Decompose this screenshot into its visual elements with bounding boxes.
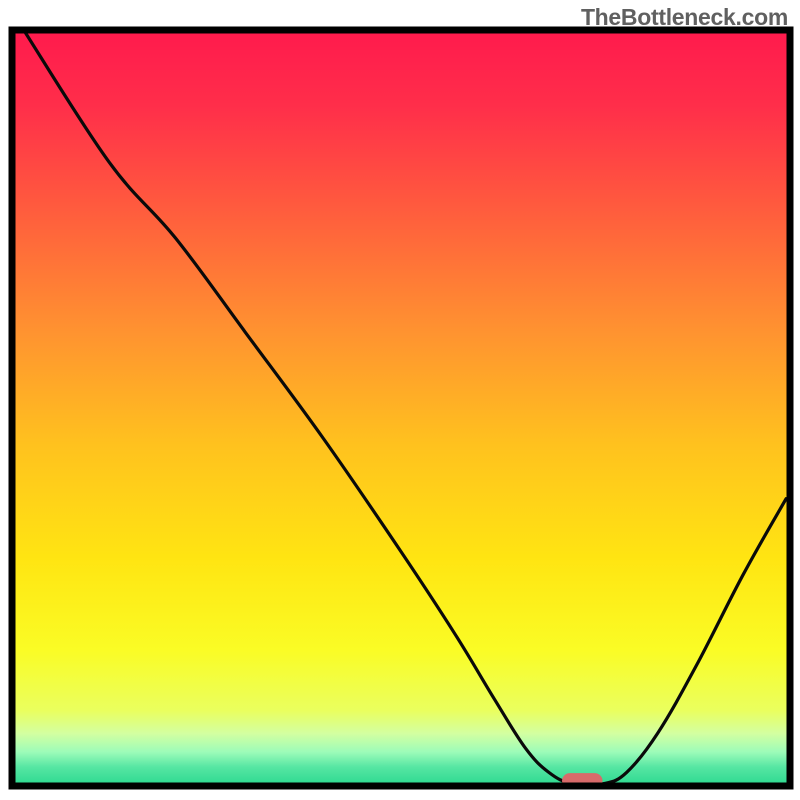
gradient-background bbox=[12, 30, 790, 786]
watermark-text: TheBottleneck.com bbox=[581, 4, 788, 31]
bottleneck-chart bbox=[0, 0, 800, 800]
chart-container: TheBottleneck.com bbox=[0, 0, 800, 800]
